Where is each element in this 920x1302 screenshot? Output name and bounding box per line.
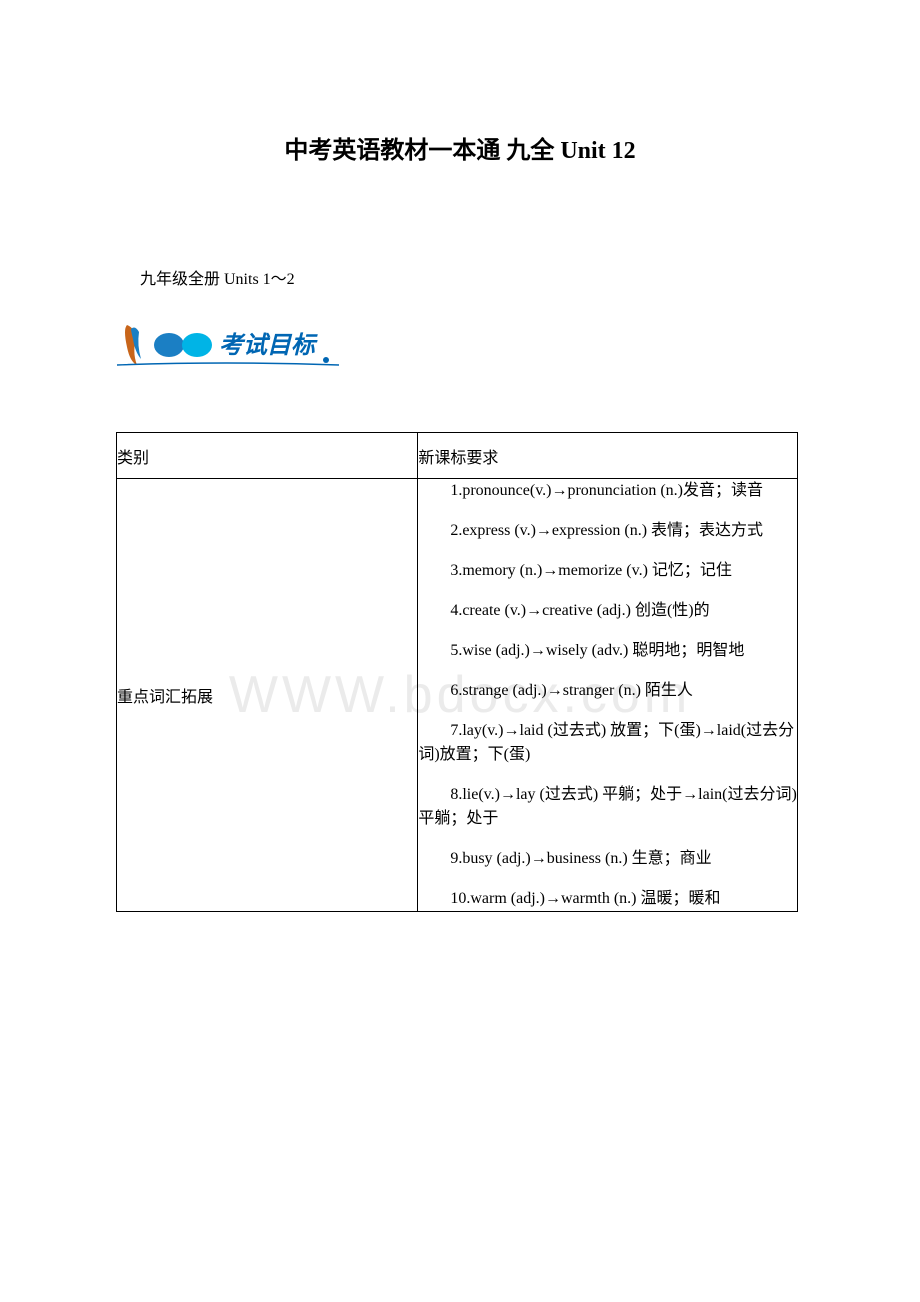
- header-category: 类别: [117, 433, 418, 479]
- vocab-item: 3.memory (n.)→memorize (v.) 记忆；记住: [418, 559, 797, 583]
- badge-underline-icon: [117, 363, 339, 365]
- category-label: 重点词汇拓展: [117, 479, 418, 912]
- badge-text: 考试目标: [219, 332, 318, 359]
- vocab-item: 5.wise (adj.)→wisely (adv.) 聪明地；明智地: [418, 639, 797, 663]
- vocab-item: 4.create (v.)→creative (adj.) 创造(性)的: [418, 599, 797, 623]
- badge-dot-icon: [323, 357, 329, 363]
- table-content-row: 重点词汇拓展 1.pronounce(v.)→pronunciation (n.…: [117, 479, 798, 912]
- vocab-item: 7.lay(v.)→laid (过去式) 放置；下(蛋)→laid(过去分词)放…: [418, 719, 797, 767]
- subtitle-text: 九年级全册 Units 1～2: [140, 265, 920, 289]
- vocab-item: 8.lie(v.)→lay (过去式) 平躺；处于→lain(过去分词)平躺；处…: [418, 783, 797, 831]
- table-header-row: 类别 新课标要求: [117, 433, 798, 479]
- vocab-item: 1.pronounce(v.)→pronunciation (n.)发音；读音: [418, 479, 797, 503]
- ellipse-left-icon: [154, 333, 184, 357]
- vocab-item: 10.warm (adj.)→warmth (n.) 温暖；暖和: [418, 887, 797, 911]
- exam-target-badge: 考试目标: [115, 317, 920, 372]
- page-title: 中考英语教材一本通 九全 Unit 12: [0, 0, 920, 165]
- vocabulary-list-cell: 1.pronounce(v.)→pronunciation (n.)发音；读音 …: [418, 479, 798, 912]
- header-requirement: 新课标要求: [418, 433, 798, 479]
- ellipse-right-icon: [182, 333, 212, 357]
- vocab-item: 9.busy (adj.)→business (n.) 生意；商业: [418, 847, 797, 871]
- vocab-item: 2.express (v.)→expression (n.) 表情；表达方式: [418, 519, 797, 543]
- vocabulary-table: 类别 新课标要求 重点词汇拓展 1.pronounce(v.)→pronunci…: [116, 432, 798, 912]
- vocab-item: 6.strange (adj.)→stranger (n.) 陌生人: [418, 679, 797, 703]
